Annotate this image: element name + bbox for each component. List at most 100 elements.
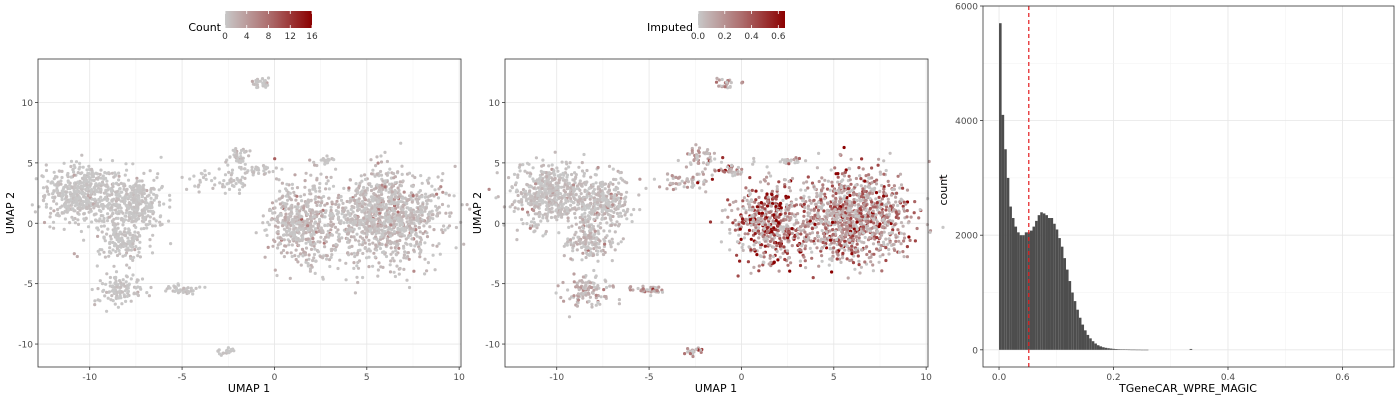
cell-point [781,230,785,234]
cell-point [325,202,329,206]
cell-point [606,190,610,194]
cell-point [63,217,67,221]
cell-point [565,178,569,182]
cell-point [665,187,669,191]
cell-point [329,228,333,232]
cell-point [121,278,125,282]
cell-point [757,202,761,206]
cell-point [763,217,767,221]
cell-point [752,265,756,269]
cell-point [345,232,349,236]
cell-point [301,235,305,239]
cell-point [581,251,585,255]
cell-point [203,285,207,289]
cell-point [690,149,694,153]
cell-point [579,192,583,196]
cell-point [430,213,434,217]
cell-point [739,214,744,218]
cell-point [830,270,834,274]
cell-point [372,223,376,227]
cell-point [167,219,171,223]
cell-point [778,160,782,164]
cell-point [747,208,752,212]
cell-point [313,271,317,275]
cell-point [136,217,140,221]
cell-point [124,162,128,166]
cell-point [731,200,736,204]
cell-point [284,244,288,248]
cell-point [352,251,356,255]
cell-point [649,294,653,298]
cell-point [297,254,301,258]
cell-point [136,254,140,258]
cell-point [382,205,386,209]
cell-point [76,186,80,190]
cell-point [608,181,613,185]
cell-point [783,160,787,164]
cell-point [815,166,820,170]
cell-point [531,166,535,170]
cell-point [395,264,399,268]
cell-point [122,233,126,237]
cell-point [617,302,622,306]
cell-point [322,238,326,242]
cell-point [116,226,120,230]
cell-point [737,222,741,227]
cell-point [353,201,357,205]
cell-point [134,201,138,205]
cell-point [581,275,586,279]
cell-point [63,185,68,189]
cell-point [845,257,849,261]
cell-point [387,210,391,214]
cell-point [803,188,808,192]
cell-point [719,240,724,244]
cell-point [740,81,744,85]
cell-point [677,182,681,186]
cell-point [350,217,354,221]
cell-point [194,286,198,290]
cell-point [224,160,228,164]
cell-point [736,165,741,170]
cell-point [379,160,384,164]
cell-point [706,148,710,152]
cell-point [384,254,389,259]
cell-point [549,194,553,198]
cell-point [690,185,695,189]
cell-point [123,227,127,231]
cell-point [766,195,770,199]
cell-point [705,151,709,156]
cell-point [239,181,243,185]
cell-point [426,216,430,220]
cell-point [400,172,404,176]
cell-point [291,237,295,241]
cell-point [592,196,596,200]
cell-point [371,195,375,199]
cell-point [290,206,294,210]
cell-point [440,178,444,182]
cell-point [379,265,383,269]
cell-point [295,194,299,198]
cell-point [580,207,584,211]
cell-point [508,205,512,209]
cell-point [310,243,314,247]
cell-point [780,158,785,162]
cell-point [772,213,776,217]
colorbar-tick-label: 0 [222,32,228,42]
cell-point [433,268,437,272]
cell-point [378,242,382,246]
cell-point [730,208,734,213]
cell-point [80,153,84,157]
cell-point [412,216,416,220]
cell-point [337,232,341,236]
cell-point [698,186,702,190]
cell-point [396,205,400,209]
cell-point [362,185,366,190]
cell-point [757,269,761,273]
cell-point [137,202,142,206]
cell-point [396,186,400,190]
cell-point [353,291,357,295]
cell-point [280,221,284,225]
cell-point [258,79,262,83]
cell-point [603,216,608,220]
cell-point [106,227,110,231]
